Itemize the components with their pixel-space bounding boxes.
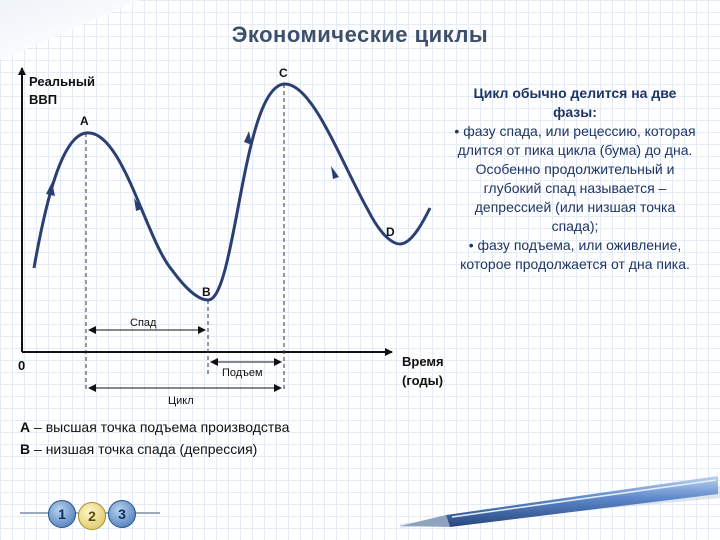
pen-highlight — [451, 479, 717, 518]
x-axis-label-1: Время — [402, 354, 444, 369]
legend-b-text: – низшая точка спада (депрессия) — [34, 441, 258, 457]
pen-tip — [400, 515, 450, 527]
legend-a: А – высшая точка подъема производства — [20, 419, 289, 435]
x-axis-label-2: (годы) — [402, 373, 443, 388]
curve-arrow-2 — [134, 198, 142, 211]
point-label-c: C — [279, 66, 288, 80]
y-axis-label-1: Реальный — [29, 74, 95, 89]
side-panel-bullet-1: • фазу спада, или рецессию, которая длит… — [450, 122, 700, 236]
side-panel-heading: Цикл обычно делится на две фазы: — [473, 85, 677, 120]
curve-arrow-3 — [244, 131, 252, 145]
nav-button-1[interactable]: 1 — [48, 500, 76, 528]
side-panel-bullet-2-text: фазу подъема, или оживление, которое про… — [460, 237, 690, 272]
side-panel-bullet-1-text: фазу спада, или рецессию, которая длится… — [457, 123, 696, 234]
page-title: Экономические циклы — [231, 22, 489, 47]
legend-a-text: – высшая точка подъема производства — [34, 419, 290, 435]
point-label-d: D — [386, 225, 395, 239]
nav-button-3[interactable]: 3 — [108, 500, 136, 528]
point-label-a: A — [80, 114, 89, 128]
decline-label: Спад — [130, 317, 157, 329]
curve-arrow-1 — [46, 182, 55, 196]
y-axis-label-2: ВВП — [29, 92, 57, 107]
bullet-icon: • — [454, 123, 464, 139]
bullet-icon: • — [468, 237, 478, 253]
cycle-curve — [32, 82, 432, 302]
side-panel: Цикл обычно делится на две фазы: • фазу … — [450, 84, 700, 274]
legend-b: В – низшая точка спада (депрессия) — [20, 441, 257, 457]
legend-a-key: А — [20, 419, 31, 435]
point-label-b: B — [202, 285, 211, 299]
curve-arrow-4 — [331, 166, 339, 179]
origin-label: 0 — [18, 358, 25, 373]
cycle-label: Цикл — [168, 395, 194, 407]
rise-label: Подъем — [222, 367, 263, 379]
side-panel-bullet-2: • фазу подъема, или оживление, которое п… — [450, 236, 700, 274]
nav-button-2[interactable]: 2 — [78, 502, 106, 530]
legend-b-key: В — [20, 441, 31, 457]
